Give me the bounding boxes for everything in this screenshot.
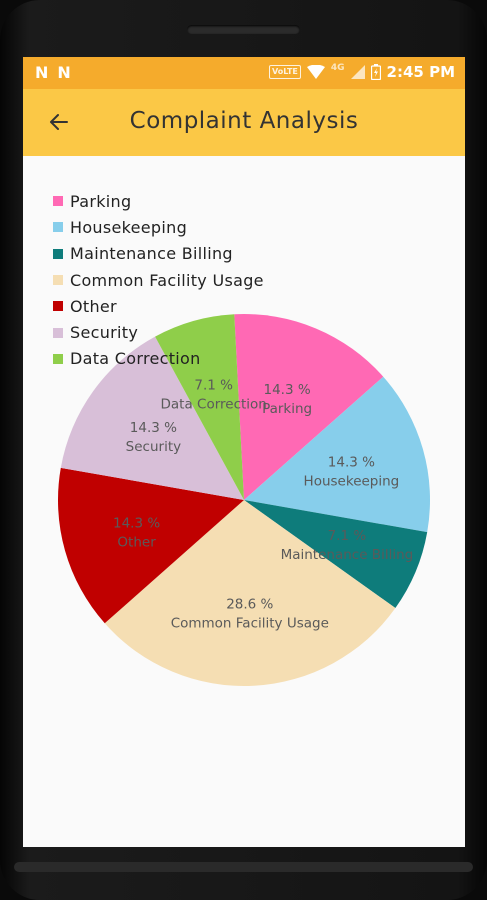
slice-category-label: Housekeeping	[304, 474, 400, 490]
pie-slice[interactable]	[244, 376, 431, 533]
pie-slice[interactable]	[234, 313, 384, 500]
legend-item: Common Facility Usage	[53, 267, 264, 293]
legend-label: Common Facility Usage	[70, 270, 264, 290]
wifi-icon	[306, 65, 325, 79]
legend-swatch	[53, 196, 63, 207]
legend-item: Data Correction	[53, 346, 264, 372]
legend-swatch	[53, 222, 63, 233]
complaint-pie-chart: 14.3 % Parking 14.3 % Housekeeping 7.1 % Main…	[57, 313, 431, 687]
earpiece-speaker	[187, 25, 300, 34]
slice-category-label: Common Facility Usage	[171, 615, 329, 631]
slice-percent-label: 14.3 %	[130, 420, 177, 436]
slice-percent-label: 7.1 %	[328, 528, 367, 544]
slice-percent-label: 14.3 %	[113, 515, 160, 531]
slice-category-label: Parking	[262, 401, 312, 417]
legend-label: Parking	[70, 191, 132, 211]
n-notification-icon: N	[35, 63, 48, 82]
slice-percent-label: 7.1 %	[194, 378, 233, 394]
slice-percent-label: 14.3 %	[264, 382, 311, 398]
network-type: 4G	[330, 63, 345, 73]
battery-icon	[370, 64, 381, 80]
slice-percent-label: 14.3 %	[328, 455, 375, 471]
pie-slice[interactable]	[104, 500, 396, 687]
pie-slice[interactable]	[244, 500, 428, 609]
chart-legend: Parking Housekeeping Maintenance Billing Co…	[53, 188, 264, 372]
arrow-back-icon	[50, 114, 68, 130]
pie-slice[interactable]	[57, 467, 245, 624]
legend-swatch	[53, 248, 63, 259]
page-title: Complaint Analysis	[129, 108, 359, 134]
status-bar: N N VoLTE 4G 2:45 PM	[23, 57, 465, 89]
legend-swatch	[53, 301, 63, 312]
volte-badge: VoLTE	[268, 65, 301, 79]
legend-label: Housekeeping	[70, 217, 188, 237]
n-notification-icon: N	[57, 63, 70, 82]
legend-swatch	[53, 353, 63, 364]
legend-label: Maintenance Billing	[70, 244, 233, 264]
legend-swatch	[53, 275, 63, 286]
legend-label: Data Correction	[70, 349, 201, 369]
pie-slice[interactable]	[60, 336, 244, 500]
legend-item: Parking	[53, 188, 264, 214]
slice-category-label: Data Correction	[161, 397, 267, 413]
signal-icon	[350, 65, 365, 79]
legend-item: Security	[53, 319, 264, 345]
legend-swatch	[53, 327, 63, 338]
status-time: 2:45 PM	[386, 63, 455, 81]
legend-label: Other	[70, 296, 117, 316]
legend-item: Other	[53, 293, 264, 319]
pie-slice[interactable]	[155, 314, 244, 500]
bottom-bezel	[14, 862, 473, 872]
slice-percent-label: 28.6 %	[226, 596, 273, 612]
slice-category-label: Other	[117, 534, 156, 550]
app-screen: N N VoLTE 4G 2:45 PM	[23, 57, 465, 847]
legend-label: Security	[70, 323, 139, 343]
legend-item: Housekeeping	[53, 214, 264, 240]
slice-category-label: Maintenance Billing	[281, 547, 414, 563]
slice-category-label: Security	[126, 439, 181, 455]
legend-item: Maintenance Billing	[53, 241, 264, 267]
app-bar: Complaint Analysis	[23, 89, 465, 156]
back-button[interactable]	[43, 106, 75, 138]
